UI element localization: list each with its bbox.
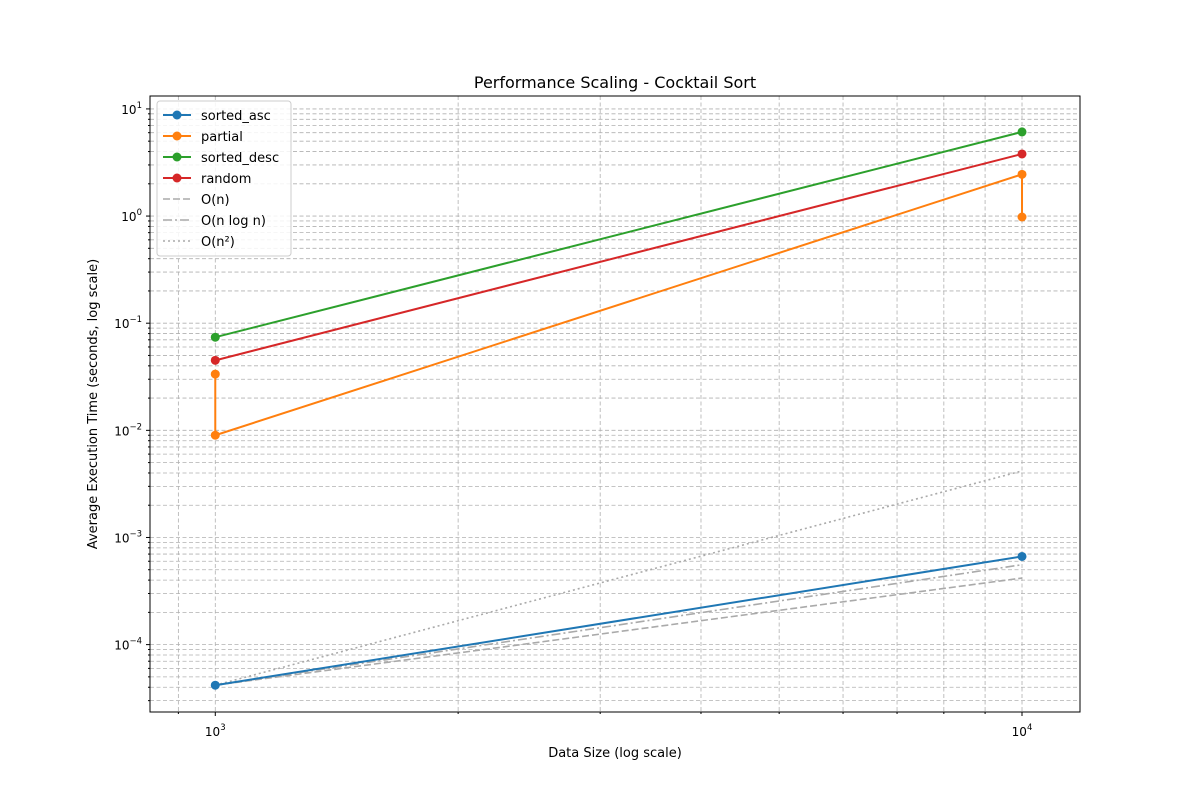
data-point-partial [210,430,220,440]
series-line-random [215,152,1023,362]
plot-frame [149,95,1081,713]
data-point-sorted-desc [210,332,220,342]
legend-marker-partial [172,131,182,141]
data-point-sorted-asc [1017,551,1027,561]
legend-label-o-n: O(n²) [201,235,235,250]
data-point-random [1017,149,1027,159]
chart-title: Performance Scaling - Cocktail Sort [474,73,756,92]
series-line-o-n [215,470,1023,686]
x-axis-title: Data Size (log scale) [548,746,682,761]
legend-marker-random [172,173,182,183]
series-line-o-n-log-n [215,563,1023,686]
y-tick-label: 10−1 [114,315,142,331]
data-point-sorted-desc [1017,127,1027,137]
y-tick-label: 10−4 [114,637,142,653]
legend-label-partial: partial [201,130,243,145]
legend-marker-sorted-desc [172,152,182,162]
y-axis-title: Average Execution Time (seconds, log sca… [86,259,101,549]
x-tick-label: 104 [1012,723,1033,739]
y-tick-label: 100 [121,208,142,224]
series-line-sorted-desc [215,130,1023,339]
data-point-partial [210,369,220,379]
legend-label-sorted-desc: sorted_desc [201,151,279,166]
data-point-random [210,355,220,365]
legend-label-o-n: O(n) [201,193,230,208]
series-line-partial [214,173,1024,437]
series-layer [210,127,1027,690]
legend-marker-sorted-asc [172,110,182,120]
legend-box [156,100,292,257]
legend-label-random: random [201,172,251,187]
legend-label-o-n-log-n: O(n log n) [201,214,266,229]
tick-layer: 10−4 10−3 10−2 10−1 100 101 103 104 [114,101,1032,739]
grid-layer [150,96,1080,712]
series-line-o-n [215,577,1023,686]
data-point-partial [1017,169,1027,179]
data-point-sorted-asc [210,680,220,690]
legend-label-sorted-asc: sorted_asc [201,109,271,124]
series-line-sorted-asc [215,555,1023,687]
data-point-partial [1017,212,1027,222]
y-tick-label: 101 [121,101,142,117]
y-tick-label: 10−3 [114,529,142,545]
x-tick-label: 103 [205,723,226,739]
y-tick-label: 10−2 [114,422,142,438]
